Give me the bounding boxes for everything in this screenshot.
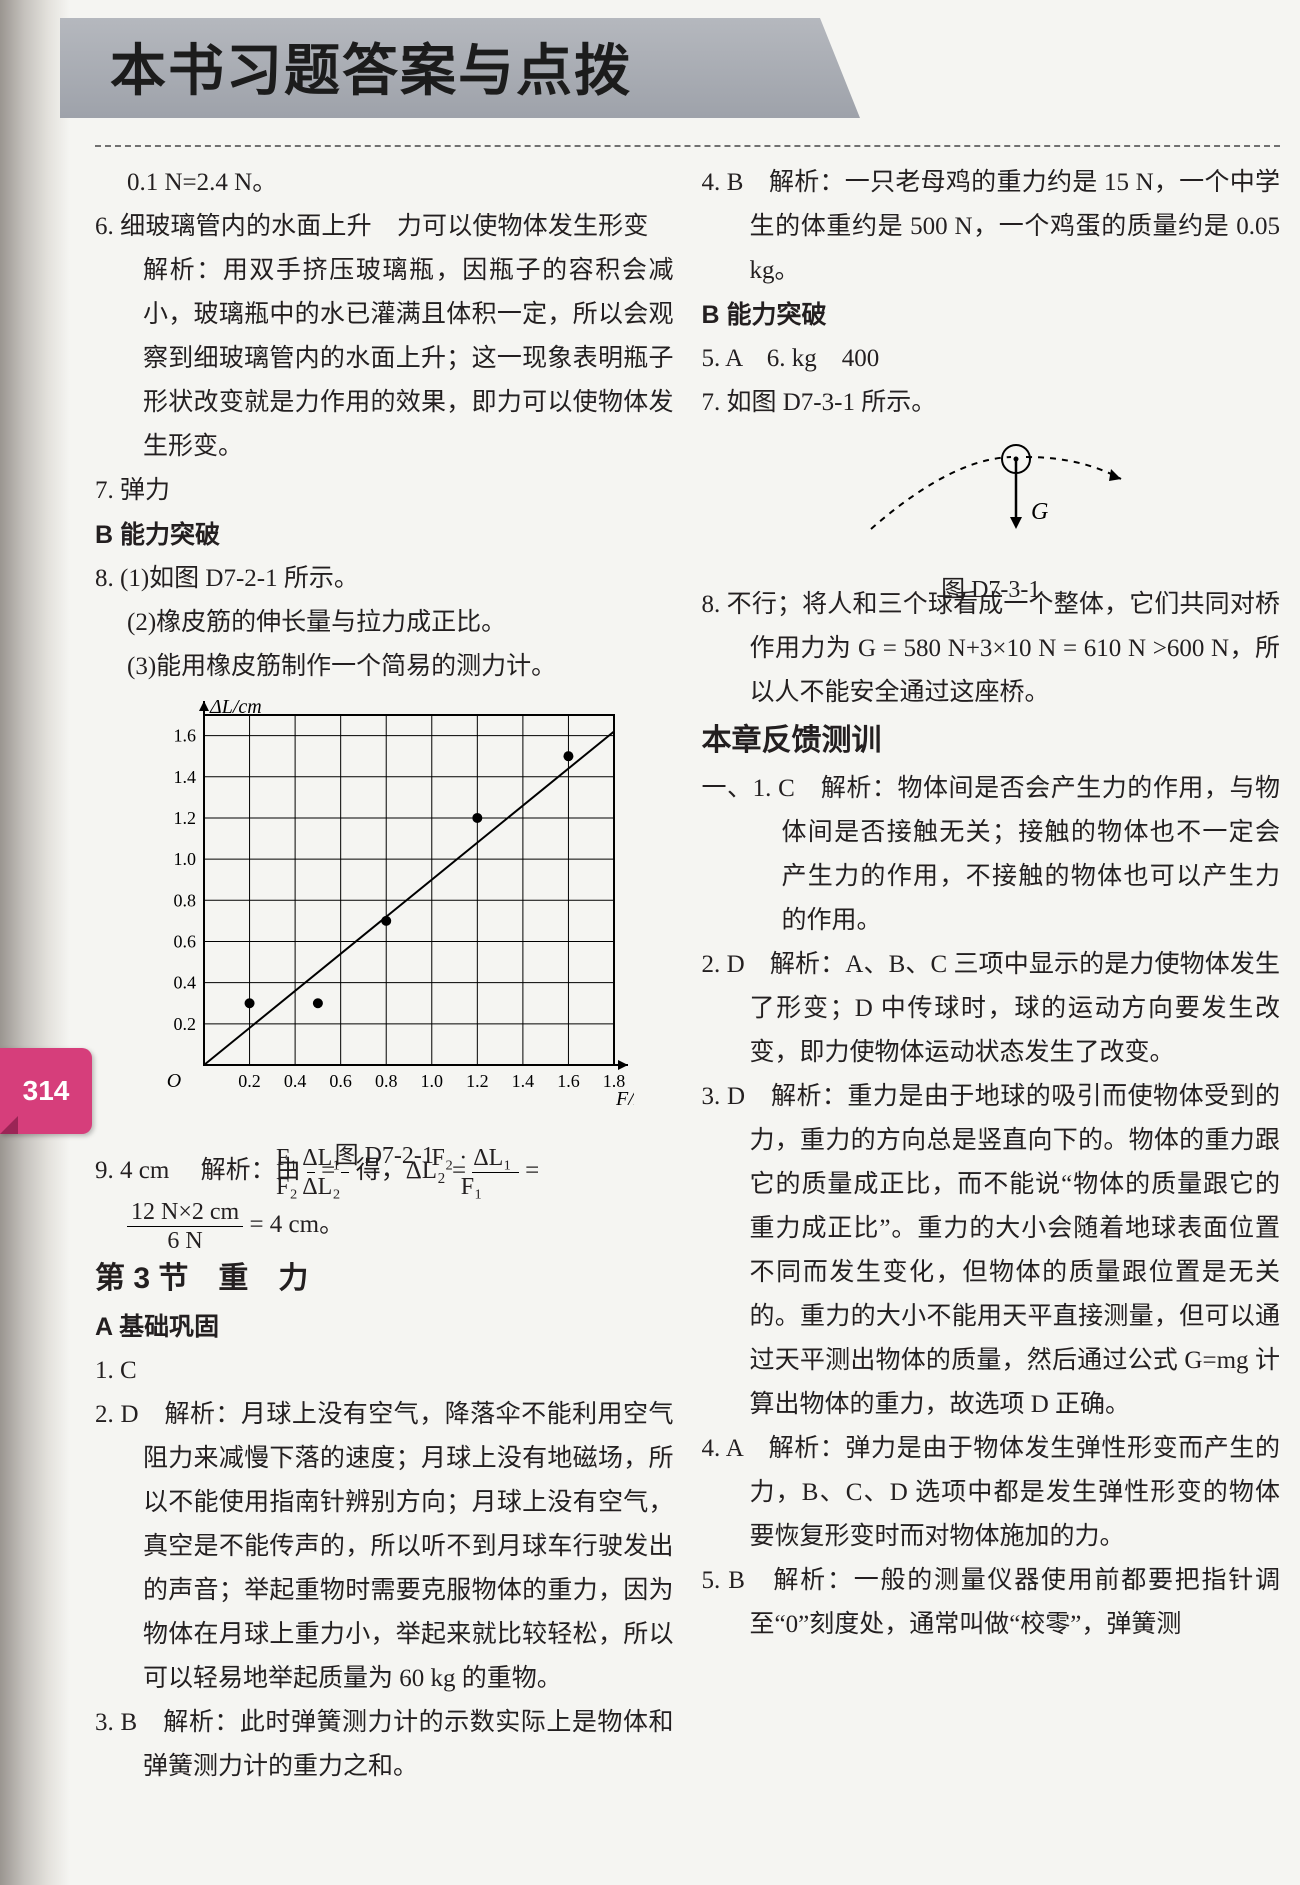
svg-text:1.2: 1.2 bbox=[466, 1071, 489, 1091]
title-banner: 本书习题答案与点拨 bbox=[60, 18, 1260, 133]
svg-text:G: G bbox=[1031, 499, 1048, 525]
gravity-diagram: G bbox=[841, 429, 1141, 549]
q9: 9. 4 cm 解析：由 F₁F₂ = ΔL₁ΔL₂ 得，ΔL₂ = F₂ · … bbox=[95, 1145, 674, 1199]
svg-text:1.0: 1.0 bbox=[421, 1071, 444, 1091]
svg-text:0.8: 0.8 bbox=[375, 1071, 398, 1091]
svg-text:1.4: 1.4 bbox=[512, 1071, 535, 1091]
q6: 6. 细玻璃管内的水面上升 力可以使物体发生形变 解析：用双手挤压玻璃瓶，因瓶子… bbox=[95, 205, 674, 469]
svg-text:0.6: 0.6 bbox=[330, 1071, 353, 1091]
feedback-title: 本章反馈测训 bbox=[702, 719, 1281, 763]
svg-text:0.6: 0.6 bbox=[174, 931, 197, 951]
fb-q5: 5. B 解析：一般的测量仪器使用前都要把指针调至“0”刻度处，通常叫做“校零”… bbox=[702, 1559, 1281, 1647]
page-number: 314 bbox=[23, 1075, 70, 1107]
s3-q5: 5. A 6. kg 400 bbox=[702, 337, 1281, 381]
page-number-tab: 314 bbox=[0, 1048, 92, 1134]
q8-2: (2)橡皮筋的伸长量与拉力成正比。 bbox=[95, 601, 674, 645]
svg-text:F/N: F/N bbox=[615, 1088, 634, 1110]
svg-text:1.6: 1.6 bbox=[174, 726, 197, 746]
q8-3: (3)能用橡皮筋制作一个简易的测力计。 bbox=[95, 645, 674, 689]
svg-text:0.4: 0.4 bbox=[174, 973, 197, 993]
q9-value: 9. 4 cm bbox=[95, 1157, 169, 1184]
svg-text:O: O bbox=[167, 1070, 181, 1092]
q7: 7. 弹力 bbox=[95, 469, 674, 513]
figure-d7-3-1: G 图 D7-3-1 bbox=[841, 429, 1141, 579]
chart-d7-2-1: 0.20.40.60.81.01.21.41.61.80.20.40.60.81… bbox=[134, 695, 634, 1145]
q9-line2: 12 N×2 cm6 N = 4 cm。 bbox=[95, 1199, 674, 1253]
svg-text:0.2: 0.2 bbox=[174, 1014, 197, 1034]
s3-q3: 3. B 解析：此时弹簧测力计的示数实际上是物体和弹簧测力计的重力之和。 bbox=[95, 1701, 674, 1789]
q6-lead: 6. 细玻璃管内的水面上升 力可以使物体发生形变 bbox=[95, 213, 648, 240]
answer-content: 0.1 N=2.4 N。 6. 细玻璃管内的水面上升 力可以使物体发生形变 解析… bbox=[95, 145, 1280, 1865]
section-b-2: B 能力突破 bbox=[702, 293, 1281, 337]
svg-text:0.8: 0.8 bbox=[174, 890, 197, 910]
section-a: A 基础巩固 bbox=[95, 1305, 674, 1349]
fb-q3: 3. D 解析：重力是由于地球的吸引而使物体受到的力，重力的方向总是竖直向下的。… bbox=[702, 1075, 1281, 1427]
svg-text:1.6: 1.6 bbox=[557, 1071, 580, 1091]
q8-1: 8. (1)如图 D7-2-1 所示。 bbox=[95, 557, 674, 601]
s3-q7: 7. 如图 D7-3-1 所示。 bbox=[702, 381, 1281, 425]
fb-q1: 一、1. C 解析：物体间是否会产生力的作用，与物体间是否接触无关；接触的物体也… bbox=[702, 767, 1281, 943]
q9-l2-tail: = 4 cm。 bbox=[249, 1211, 344, 1238]
section-3-title: 第 3 节 重 力 bbox=[95, 1257, 674, 1301]
page-left-shadow bbox=[0, 0, 70, 1885]
q9-tail: = bbox=[525, 1157, 539, 1184]
s3-q2: 2. D 解析：月球上没有空气，降落伞不能利用空气阻力来减慢下落的速度；月球上没… bbox=[95, 1393, 674, 1701]
svg-text:1.2: 1.2 bbox=[174, 808, 197, 828]
s3-q1: 1. C bbox=[95, 1349, 674, 1393]
svg-text:ΔL/cm: ΔL/cm bbox=[209, 696, 262, 718]
banner-title: 本书习题答案与点拨 bbox=[110, 26, 632, 107]
fb-q4: 4. A 解析：弹力是由于物体发生弹性形变而产生的力，B、C、D 选项中都是发生… bbox=[702, 1427, 1281, 1559]
svg-text:0.4: 0.4 bbox=[284, 1071, 307, 1091]
s3-q4: 4. B 解析：一只老母鸡的重力约是 15 N，一个中学生的体重约是 500 N… bbox=[702, 161, 1281, 293]
q5-tail: 0.1 N=2.4 N。 bbox=[95, 161, 674, 205]
fb-q2: 2. D 解析：A、B、C 三项中显示的是力使物体发生了形变；D 中传球时，球的… bbox=[702, 943, 1281, 1075]
scatter-line-chart: 0.20.40.60.81.01.21.41.61.80.20.40.60.81… bbox=[134, 695, 634, 1115]
s3-q8: 8. 不行；将人和三个球看成一个整体，它们共同对桥作用力为 G = 580 N+… bbox=[702, 583, 1281, 715]
frac-dl1-dl2: ΔL₁ΔL₂ bbox=[341, 1146, 349, 1199]
frac-12n2cm-6n: 12 N×2 cm6 N bbox=[127, 1200, 243, 1253]
section-b-1: B 能力突破 bbox=[95, 513, 674, 557]
frac-f2dl1-f1: F₂ · ΔL₁F₁ bbox=[472, 1146, 518, 1199]
svg-text:1.0: 1.0 bbox=[174, 849, 197, 869]
svg-text:1.4: 1.4 bbox=[174, 767, 197, 787]
svg-text:0.2: 0.2 bbox=[239, 1071, 261, 1091]
q6-analysis: 解析：用双手挤压玻璃瓶，因瓶子的容积会减小，玻璃瓶中的水已灌满且体积一定，所以会… bbox=[143, 213, 674, 460]
